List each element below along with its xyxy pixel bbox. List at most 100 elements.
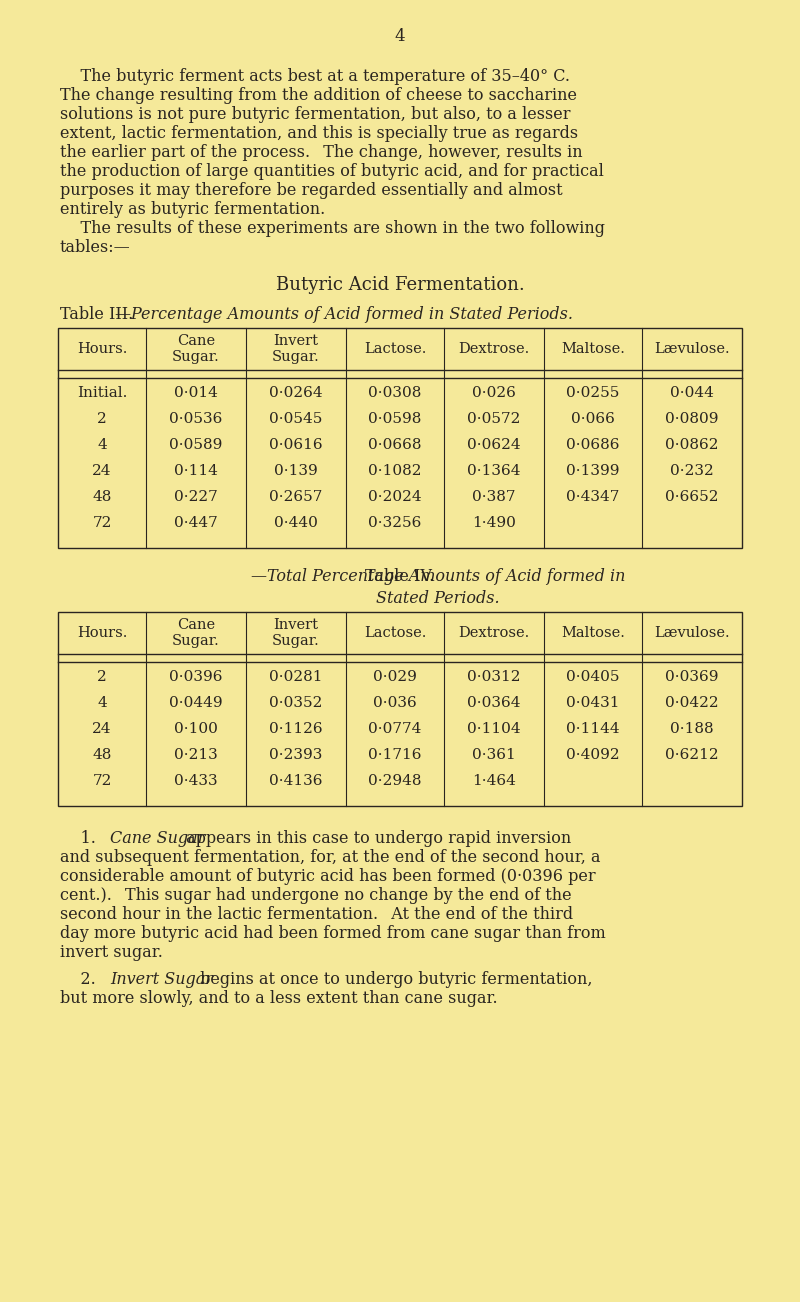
Text: Lactose.: Lactose.: [364, 626, 426, 641]
Text: 4: 4: [394, 29, 406, 46]
Text: 0·0281: 0·0281: [269, 671, 322, 684]
Text: 0·1399: 0·1399: [566, 464, 620, 478]
Text: Maltose.: Maltose.: [561, 626, 625, 641]
Text: begins at once to undergo butyric fermentation,: begins at once to undergo butyric fermen…: [195, 971, 593, 988]
Text: The change resulting from the addition of cheese to saccharine: The change resulting from the addition o…: [60, 87, 577, 104]
Text: 0·044: 0·044: [670, 385, 714, 400]
Text: 2: 2: [98, 671, 107, 684]
Text: 0·0624: 0·0624: [467, 437, 521, 452]
Text: 0·447: 0·447: [174, 516, 218, 530]
Text: 1·490: 1·490: [472, 516, 516, 530]
Text: day more butyric acid had been formed from cane sugar than from: day more butyric acid had been formed fr…: [60, 924, 606, 943]
Text: —Percentage Amounts of Acid formed in Stated Periods.: —Percentage Amounts of Acid formed in St…: [115, 306, 573, 323]
Text: 4: 4: [98, 697, 107, 710]
Text: invert sugar.: invert sugar.: [60, 944, 163, 961]
Text: 0·387: 0·387: [472, 490, 516, 504]
Text: 0·1082: 0·1082: [368, 464, 422, 478]
Text: 72: 72: [93, 773, 112, 788]
Text: 0·0809: 0·0809: [666, 411, 719, 426]
Text: 0·026: 0·026: [472, 385, 516, 400]
Text: Hours.: Hours.: [77, 342, 127, 355]
Text: 48: 48: [93, 749, 112, 762]
Text: Lævulose.: Lævulose.: [654, 626, 730, 641]
Text: 2: 2: [98, 411, 107, 426]
Text: 0·232: 0·232: [670, 464, 714, 478]
Bar: [58, 612, 742, 806]
Text: 0·0598: 0·0598: [368, 411, 422, 426]
Text: 0·6212: 0·6212: [666, 749, 719, 762]
Text: 0·0352: 0·0352: [269, 697, 322, 710]
Text: 0·1364: 0·1364: [467, 464, 521, 478]
Text: 1·464: 1·464: [472, 773, 516, 788]
Text: 0·0589: 0·0589: [170, 437, 222, 452]
Text: 0·1126: 0·1126: [269, 723, 322, 736]
Bar: [58, 328, 742, 548]
Text: 0·0364: 0·0364: [467, 697, 521, 710]
Text: 4: 4: [98, 437, 107, 452]
Text: appears in this case to undergo rapid inversion: appears in this case to undergo rapid in…: [182, 829, 571, 848]
Text: 0·4347: 0·4347: [566, 490, 620, 504]
Text: 0·0396: 0·0396: [170, 671, 223, 684]
Text: Dextrose.: Dextrose.: [458, 626, 530, 641]
Text: 0·188: 0·188: [670, 723, 714, 736]
Text: Dextrose.: Dextrose.: [458, 342, 530, 355]
Text: purposes it may therefore be regarded essentially and almost: purposes it may therefore be regarded es…: [60, 182, 562, 199]
Text: Invert
Sugar.: Invert Sugar.: [272, 333, 320, 365]
Text: 0·227: 0·227: [174, 490, 218, 504]
Text: 0·0545: 0·0545: [269, 411, 322, 426]
Text: 0·2024: 0·2024: [368, 490, 422, 504]
Text: Cane
Sugar.: Cane Sugar.: [172, 618, 220, 648]
Text: 0·2657: 0·2657: [269, 490, 322, 504]
Text: 1.: 1.: [60, 829, 101, 848]
Text: 0·0255: 0·0255: [566, 385, 620, 400]
Text: 0·361: 0·361: [472, 749, 516, 762]
Text: cent.).  This sugar had undergone no change by the end of the: cent.). This sugar had undergone no chan…: [60, 887, 572, 904]
Text: 0·0668: 0·0668: [368, 437, 422, 452]
Text: 48: 48: [93, 490, 112, 504]
Text: The butyric ferment acts best at a temperature of 35–40° C.: The butyric ferment acts best at a tempe…: [60, 68, 570, 85]
Text: 0·1716: 0·1716: [368, 749, 422, 762]
Text: Cane
Sugar.: Cane Sugar.: [172, 333, 220, 365]
Text: the production of large quantities of butyric acid, and for practical: the production of large quantities of bu…: [60, 163, 604, 180]
Text: 0·114: 0·114: [174, 464, 218, 478]
Text: Table III.: Table III.: [60, 306, 134, 323]
Text: Cane Sugar: Cane Sugar: [110, 829, 205, 848]
Text: considerable amount of butyric acid has been formed (0·0396 per: considerable amount of butyric acid has …: [60, 868, 596, 885]
Text: 0·1144: 0·1144: [566, 723, 620, 736]
Text: Butyric Acid Fermentation.: Butyric Acid Fermentation.: [276, 276, 524, 294]
Text: 0·0862: 0·0862: [666, 437, 719, 452]
Text: extent, lactic fermentation, and this is specially true as regards: extent, lactic fermentation, and this is…: [60, 125, 578, 142]
Text: 24: 24: [92, 723, 112, 736]
Text: Maltose.: Maltose.: [561, 342, 625, 355]
Text: Hours.: Hours.: [77, 626, 127, 641]
Text: entirely as butyric fermentation.: entirely as butyric fermentation.: [60, 201, 326, 217]
Text: 0·0686: 0·0686: [566, 437, 620, 452]
Text: 0·0616: 0·0616: [269, 437, 322, 452]
Text: 72: 72: [93, 516, 112, 530]
Text: 0·0264: 0·0264: [269, 385, 322, 400]
Text: 0·0405: 0·0405: [566, 671, 620, 684]
Text: 0·433: 0·433: [174, 773, 218, 788]
Text: The results of these experiments are shown in the two following: The results of these experiments are sho…: [60, 220, 605, 237]
Text: the earlier part of the process.  The change, however, results in: the earlier part of the process. The cha…: [60, 145, 582, 161]
Text: 0·036: 0·036: [373, 697, 417, 710]
Text: 0·1104: 0·1104: [467, 723, 521, 736]
Text: 0·139: 0·139: [274, 464, 318, 478]
Text: Lævulose.: Lævulose.: [654, 342, 730, 355]
Text: 0·0572: 0·0572: [467, 411, 521, 426]
Text: 0·029: 0·029: [373, 671, 417, 684]
Text: 0·0449: 0·0449: [170, 697, 223, 710]
Text: 0·100: 0·100: [174, 723, 218, 736]
Text: and subsequent fermentation, for, at the end of the second hour, a: and subsequent fermentation, for, at the…: [60, 849, 601, 866]
Text: Invert
Sugar.: Invert Sugar.: [272, 618, 320, 648]
Text: 24: 24: [92, 464, 112, 478]
Text: 0·0422: 0·0422: [666, 697, 719, 710]
Text: 0·0536: 0·0536: [170, 411, 222, 426]
Text: second hour in the lactic fermentation.  At the end of the third: second hour in the lactic fermentation. …: [60, 906, 573, 923]
Text: 0·0774: 0·0774: [368, 723, 422, 736]
Text: —Total Percentage Amounts of Acid formed in
Stated Periods.: —Total Percentage Amounts of Acid formed…: [251, 568, 625, 607]
Text: Invert Sugar: Invert Sugar: [110, 971, 213, 988]
Text: tables:—: tables:—: [60, 240, 130, 256]
Text: 0·4092: 0·4092: [566, 749, 620, 762]
Text: 0·440: 0·440: [274, 516, 318, 530]
